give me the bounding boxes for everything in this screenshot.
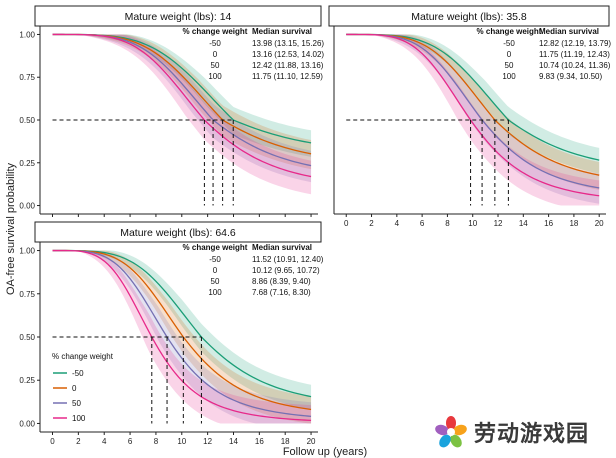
series-line--50: [52, 249, 312, 398]
table-cell-change: 50: [211, 61, 220, 70]
table-cell-median: 13.98 (13.15, 15.26): [252, 39, 324, 48]
panel-3: Mature weight (lbs): 64.6 0.00 0.25 0.50 0.7…: [19, 221, 324, 446]
table-cell-change: 50: [211, 277, 220, 286]
x-tick-label: 0: [344, 219, 349, 228]
table-cell-median: 7.68 (7.16, 8.30): [252, 288, 311, 297]
table-cell-median: 8.86 (8.39, 9.40): [252, 277, 311, 286]
legend-label: 50: [72, 399, 81, 408]
x-tick-label: 6: [128, 437, 133, 446]
table-cell-median: 12.42 (11.88, 13.16): [252, 61, 324, 70]
x-tick-label: 4: [395, 219, 400, 228]
legend: % change weight -50 0 50 100: [52, 352, 114, 423]
table-header-col1: % change weight: [183, 243, 248, 252]
panel-title-box: [34, 221, 322, 243]
y-tick-label: 0.75: [19, 290, 35, 299]
ci-band-50: [52, 34, 312, 183]
table-cell-median: 13.16 (12.53, 14.02): [252, 50, 324, 59]
y-tick-label: 0.75: [19, 73, 35, 82]
x-tick-label: 14: [519, 219, 528, 228]
x-tick-label: 20: [307, 437, 316, 446]
table-cell-median: 11.52 (10.91, 12.40): [252, 255, 324, 264]
x-tick-label: 2: [369, 219, 374, 228]
flower-logo-icon: [435, 416, 467, 448]
table-cell-change: -50: [209, 255, 221, 264]
table-cell-median: 9.83 (9.34, 10.50): [539, 72, 602, 81]
ci-band--50: [52, 34, 312, 157]
panel-title-box: [328, 5, 610, 27]
legend-label: 100: [72, 414, 86, 423]
series-line-0: [52, 249, 312, 411]
table-cell-change: -50: [209, 39, 221, 48]
ci-band-100: [52, 250, 312, 424]
y-axis-label: OA-free survival probability: [5, 162, 17, 295]
table-cell-change: -50: [503, 39, 515, 48]
table-header-col2: Median survival: [539, 27, 599, 36]
ci-band-50: [52, 250, 312, 424]
panel-title: Mature weight (lbs): 14: [125, 11, 232, 23]
table-cell-change: 50: [505, 61, 514, 70]
x-tick-label: 10: [468, 219, 477, 228]
x-tick-label: 10: [177, 437, 186, 446]
table-cell-change: 0: [213, 50, 218, 59]
x-tick-label: 16: [255, 437, 264, 446]
ci-band-0: [52, 34, 312, 170]
watermark: 劳动游戏园: [434, 412, 610, 452]
x-tick-label: 0: [50, 437, 55, 446]
x-tick-label: 8: [445, 219, 450, 228]
series-line-100: [52, 33, 312, 178]
x-tick-label: 2: [76, 437, 81, 446]
ci-band-0: [346, 34, 600, 190]
x-tick-label: 4: [102, 437, 107, 446]
y-tick-label: 1.00: [19, 30, 35, 39]
x-tick-label: 14: [229, 437, 238, 446]
x-tick-label: 20: [595, 219, 604, 228]
panel-2: Mature weight (lbs): 35.8 0 2 4 6 8 10 12 14 16 18…: [328, 5, 611, 228]
table-cell-change: 100: [208, 288, 222, 297]
ci-band-100: [52, 34, 312, 195]
table-cell-change: 100: [502, 72, 516, 81]
x-axis-label: Follow up (years): [283, 446, 367, 458]
ci-band-50: [346, 34, 600, 204]
x-tick-label: 12: [494, 219, 503, 228]
y-tick-label: 0.00: [19, 419, 35, 428]
table-cell-change: 0: [213, 266, 218, 275]
series-line-100: [52, 249, 312, 422]
panel-1: Mature weight (lbs): 14 0.00 0.25 0.50 0.75 1…: [19, 5, 324, 217]
y-tick-label: 0.50: [19, 116, 35, 125]
y-tick-label: 0.25: [19, 159, 35, 168]
table-cell-change: 0: [507, 50, 512, 59]
table-cell-median: 11.75 (11.19, 12.43): [539, 50, 610, 59]
panel-title: Mature weight (lbs): 35.8: [411, 11, 527, 23]
x-tick-label: 18: [569, 219, 578, 228]
panel-title: Mature weight (lbs): 64.6: [120, 227, 236, 239]
watermark-text: 劳动游戏园: [474, 422, 590, 447]
table-header-col2: Median survival: [252, 27, 312, 36]
table-cell-median: 10.12 (9.65, 10.72): [252, 266, 320, 275]
x-tick-label: 18: [281, 437, 290, 446]
x-tick-label: 12: [203, 437, 212, 446]
y-tick-label: 0.25: [19, 376, 35, 385]
series-line-100: [346, 33, 600, 197]
legend-label: -50: [72, 369, 84, 378]
legend-title: % change weight: [52, 352, 114, 361]
series-line-50: [52, 249, 312, 417]
table-header-col1: % change weight: [183, 27, 248, 36]
table-cell-change: 100: [208, 72, 222, 81]
x-tick-label: 16: [544, 219, 553, 228]
x-tick-label: 6: [420, 219, 425, 228]
y-tick-label: 0.50: [19, 333, 35, 342]
y-tick-label: 1.00: [19, 247, 35, 256]
table-header-col2: Median survival: [252, 243, 312, 252]
table-header-col1: % change weight: [477, 27, 542, 36]
table-cell-median: 10.74 (10.24, 11.36): [539, 61, 611, 70]
table-cell-median: 11.75 (11.10, 12.59): [252, 72, 323, 81]
x-tick-label: 8: [154, 437, 159, 446]
y-tick-label: 0.00: [19, 202, 35, 211]
legend-label: 0: [72, 384, 77, 393]
panel-title-box: [34, 5, 322, 27]
ci-band--50: [346, 34, 600, 174]
table-cell-median: 12.82 (12.19, 13.79): [539, 39, 611, 48]
ci-band--50: [52, 250, 312, 410]
